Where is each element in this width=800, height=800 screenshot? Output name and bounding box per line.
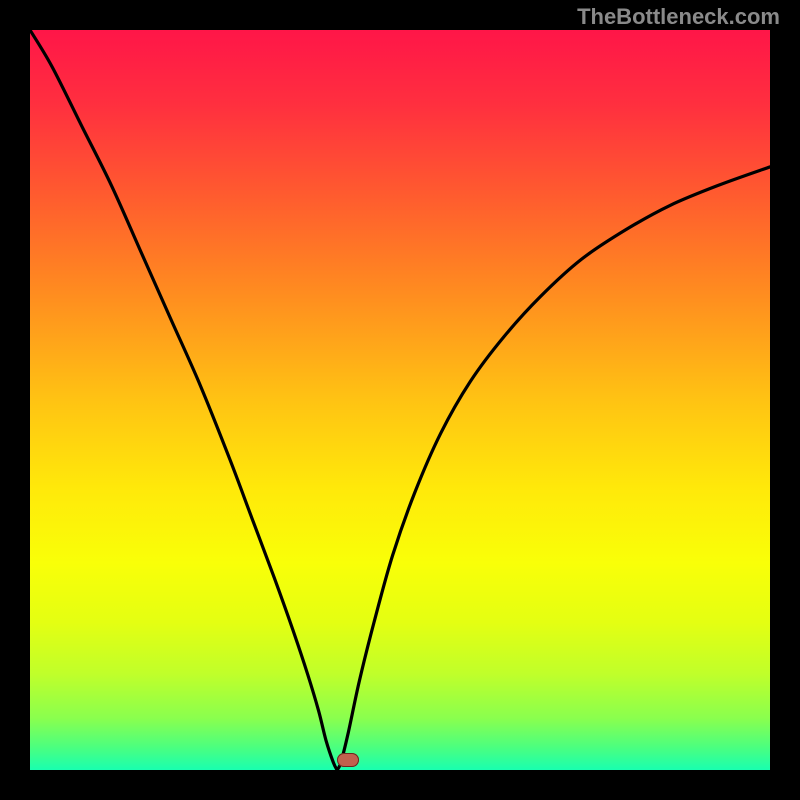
watermark-text: TheBottleneck.com: [577, 4, 780, 30]
chart-frame: TheBottleneck.com: [0, 0, 800, 800]
optimum-marker: [337, 753, 359, 767]
plot-area: [30, 30, 770, 770]
bottleneck-curve: [30, 30, 770, 770]
